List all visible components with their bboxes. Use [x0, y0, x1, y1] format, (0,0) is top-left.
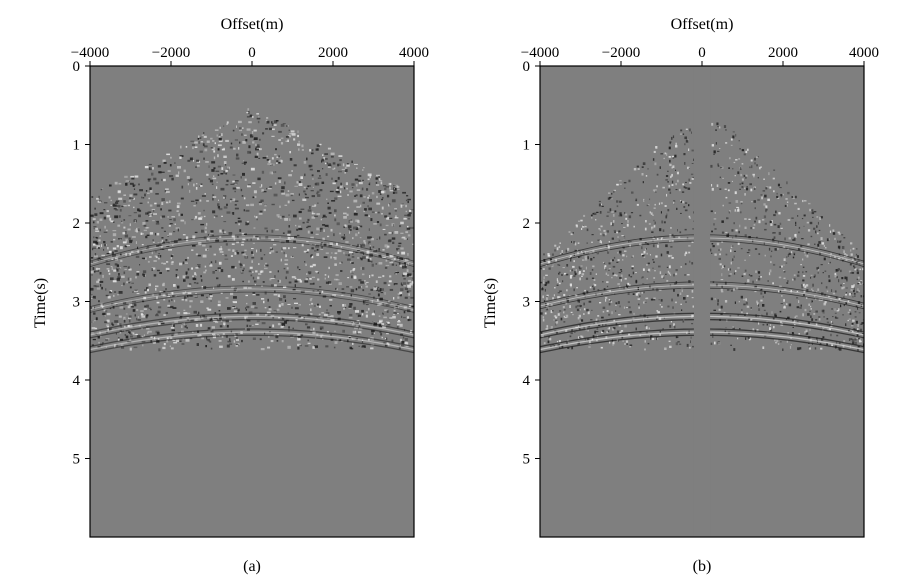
x-tick-label: 2000 [318, 45, 348, 61]
y-tick-label: 1 [523, 138, 531, 154]
x-tick-label: 0 [248, 45, 256, 61]
seismic-texture [90, 108, 414, 354]
y-tick-label: 0 [523, 59, 531, 75]
y-tick-label: 5 [73, 452, 81, 468]
y-axis-label: Time(s) [482, 278, 499, 328]
x-tick-label: 4000 [399, 45, 429, 61]
x-tick-label: −4000 [71, 45, 109, 61]
panel-caption: (a) [243, 558, 261, 575]
y-tick-label: 4 [73, 373, 81, 389]
panel-a: Offset(m) Time(s) (a) −4000 −2000 0 2000 400… [32, 16, 429, 575]
x-axis-label: Offset(m) [221, 16, 284, 33]
y-tick-label: 3 [523, 295, 531, 311]
y-axis-label: Time(s) [32, 278, 49, 328]
x-tick-label: 0 [698, 45, 706, 61]
seismic-texture [540, 66, 864, 537]
y-tick-label: 4 [523, 373, 531, 389]
x-tick-label: −2000 [602, 45, 640, 61]
x-tick-label: −4000 [521, 45, 559, 61]
y-tick-label: 1 [73, 138, 81, 154]
panel-caption: (b) [693, 558, 712, 575]
y-tick-label: 0 [73, 59, 81, 75]
x-tick-label: 2000 [768, 45, 798, 61]
y-tick-label: 5 [523, 452, 531, 468]
y-tick-label: 2 [523, 216, 531, 232]
panel-b: Offset(m) Time(s) (b) −4000 −2000 0 2000 400… [482, 16, 879, 575]
y-tick-label: 2 [73, 216, 81, 232]
muted-near-offset-gap [693, 66, 711, 537]
x-axis-label: Offset(m) [671, 16, 734, 33]
x-tick-label: −2000 [152, 45, 190, 61]
y-tick-label: 3 [73, 295, 81, 311]
x-tick-label: 4000 [849, 45, 879, 61]
